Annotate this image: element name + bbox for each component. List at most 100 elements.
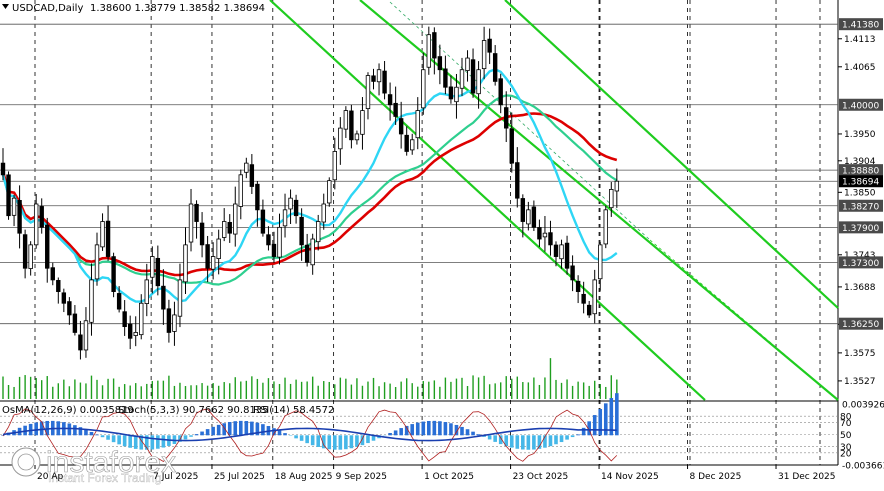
candle — [305, 234, 309, 267]
osma-bar — [576, 434, 580, 435]
candle-body — [311, 239, 315, 265]
candle — [73, 305, 77, 335]
candle-body — [145, 280, 149, 304]
candle — [355, 131, 359, 145]
level-tag-label: 1.38694 — [842, 178, 879, 188]
volume-bars — [3, 358, 617, 399]
candle-body — [112, 257, 116, 292]
osma-bar — [449, 423, 453, 435]
osma-bar — [460, 427, 464, 435]
osma-bar — [233, 421, 237, 435]
level-tag: 1.37300 — [839, 256, 883, 269]
candle — [538, 220, 542, 247]
osma-bar — [200, 432, 204, 436]
osma-bar — [184, 435, 188, 439]
level-tag: 1.37900 — [839, 221, 883, 234]
candle-body — [256, 184, 260, 210]
candle — [189, 189, 193, 251]
price-tick-label: 1.4113 — [844, 35, 876, 45]
candle — [543, 216, 547, 252]
candle-body — [593, 280, 597, 314]
x-tick-label: 14 Nov 2025 — [601, 472, 659, 482]
osma-bar — [316, 435, 320, 447]
candle — [388, 83, 392, 121]
candle-body — [128, 324, 132, 338]
candle-body — [421, 70, 425, 108]
candle — [68, 297, 72, 325]
candle-body — [156, 258, 160, 285]
candle — [162, 269, 166, 325]
candle-body — [162, 286, 166, 309]
candle-body — [372, 76, 376, 82]
candle-body — [571, 266, 575, 280]
candle-body — [471, 60, 475, 93]
level-tag-label: 1.41380 — [842, 21, 879, 31]
candle-body — [40, 206, 44, 227]
candle-body — [195, 204, 199, 221]
candle — [90, 263, 94, 335]
osma-bar — [521, 435, 525, 449]
candle — [571, 255, 575, 291]
level-tag: 1.40000 — [839, 99, 883, 112]
channel-line — [270, 0, 705, 400]
osma-bar — [189, 435, 193, 436]
candle-body — [283, 210, 287, 226]
candle — [112, 253, 116, 298]
candle — [101, 213, 105, 251]
candle — [7, 171, 11, 219]
level-tag: 1.41380 — [839, 18, 883, 31]
x-tick-label: 31 Dec 2025 — [778, 472, 836, 482]
candle — [427, 27, 431, 75]
osma-bar — [427, 421, 431, 435]
candle-body — [610, 189, 614, 207]
candle — [344, 106, 348, 138]
candle-body — [504, 108, 508, 128]
watermark-logo-icon — [12, 448, 40, 476]
osma-bar — [394, 430, 398, 435]
x-tick-label: 18 Aug 2025 — [275, 472, 333, 482]
candle-body — [57, 280, 61, 291]
osma-bar — [195, 434, 199, 435]
osma-bar — [95, 435, 99, 436]
osma-bar — [106, 435, 110, 439]
osma-bar — [493, 435, 497, 442]
osma-bar — [239, 421, 243, 435]
candle — [40, 198, 44, 233]
candle-body — [305, 245, 309, 262]
level-tag-label: 1.40000 — [842, 101, 879, 111]
candle-body — [615, 181, 619, 191]
price-tick-label: 1.3950 — [844, 130, 876, 140]
candle — [405, 126, 409, 155]
x-tick-label: 8 Dec 2025 — [690, 472, 742, 482]
osma-bar — [123, 435, 127, 446]
level-tag-label: 1.38270 — [842, 202, 879, 212]
candle-body — [84, 321, 88, 350]
candle — [222, 208, 226, 241]
price-tick-label: 1.3527 — [844, 377, 876, 387]
osma-bar — [554, 435, 558, 444]
candle — [527, 202, 531, 231]
candle-body — [327, 181, 331, 203]
candle — [57, 277, 61, 303]
candle-body — [206, 245, 210, 269]
candle — [95, 233, 99, 286]
candle-body — [239, 175, 243, 207]
candle — [134, 316, 138, 346]
osma-bar — [228, 422, 232, 435]
osma-bar — [598, 409, 602, 435]
candle — [289, 189, 293, 224]
candle-body — [449, 87, 453, 99]
candle-body — [106, 221, 110, 256]
candle — [515, 147, 519, 207]
osma-bar — [117, 435, 121, 444]
osma-label: OsMA(12,26,9) 0.0035819 — [2, 405, 134, 416]
osma-bar — [565, 435, 569, 439]
candle-body — [521, 199, 525, 222]
candle-body — [272, 244, 276, 256]
osma-bar — [444, 422, 448, 435]
candle — [504, 91, 508, 142]
candle — [383, 61, 387, 99]
osma-bar — [311, 435, 315, 445]
chart-dropdown-icon[interactable] — [2, 4, 9, 9]
candle — [84, 307, 88, 358]
